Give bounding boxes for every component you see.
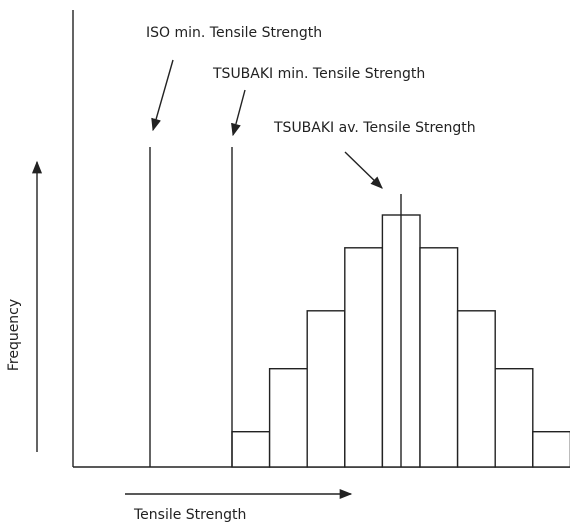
histogram-bar xyxy=(419,247,459,468)
histogram-bar xyxy=(231,431,271,468)
tsubaki-min-pointer-arrow xyxy=(231,89,246,137)
histogram-bars xyxy=(231,214,570,468)
histogram-bar xyxy=(344,247,384,468)
tensile-strength-axis-label: Tensile Strength xyxy=(133,507,246,523)
tsubaki-avg-label: TSUBAKI av. Tensile Strength xyxy=(273,120,476,136)
histogram-bar xyxy=(268,368,308,468)
histogram-bar xyxy=(306,310,346,468)
frequency-axis-label: Frequency xyxy=(6,299,22,371)
histogram-bar xyxy=(532,431,570,468)
tsubaki-min-label: TSUBAKI min. Tensile Strength xyxy=(212,66,425,82)
iso-min-pointer-arrow xyxy=(151,59,174,132)
histogram-bar xyxy=(494,368,534,468)
tsubaki-avg-pointer-arrow xyxy=(344,151,383,189)
histogram-bar xyxy=(456,310,496,468)
iso-min-label: ISO min. Tensile Strength xyxy=(146,25,322,41)
